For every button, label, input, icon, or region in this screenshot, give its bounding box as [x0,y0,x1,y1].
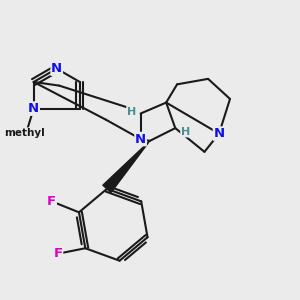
Polygon shape [103,141,150,193]
Text: N: N [135,133,146,146]
Text: H: H [127,107,136,117]
Text: N: N [28,102,39,115]
Text: N: N [214,127,225,140]
Text: N: N [51,62,62,75]
Text: F: F [53,247,62,260]
Text: methyl: methyl [4,128,45,138]
Text: H: H [181,127,190,137]
Text: F: F [47,195,56,208]
